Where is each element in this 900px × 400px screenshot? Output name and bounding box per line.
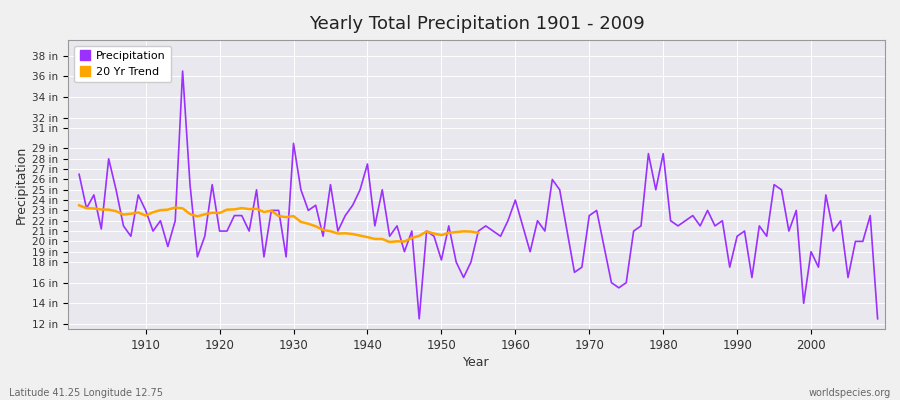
Text: worldspecies.org: worldspecies.org [809,388,891,398]
X-axis label: Year: Year [464,356,490,369]
Legend: Precipitation, 20 Yr Trend: Precipitation, 20 Yr Trend [74,46,171,82]
Y-axis label: Precipitation: Precipitation [15,146,28,224]
Text: Latitude 41.25 Longitude 12.75: Latitude 41.25 Longitude 12.75 [9,388,163,398]
Title: Yearly Total Precipitation 1901 - 2009: Yearly Total Precipitation 1901 - 2009 [309,15,644,33]
